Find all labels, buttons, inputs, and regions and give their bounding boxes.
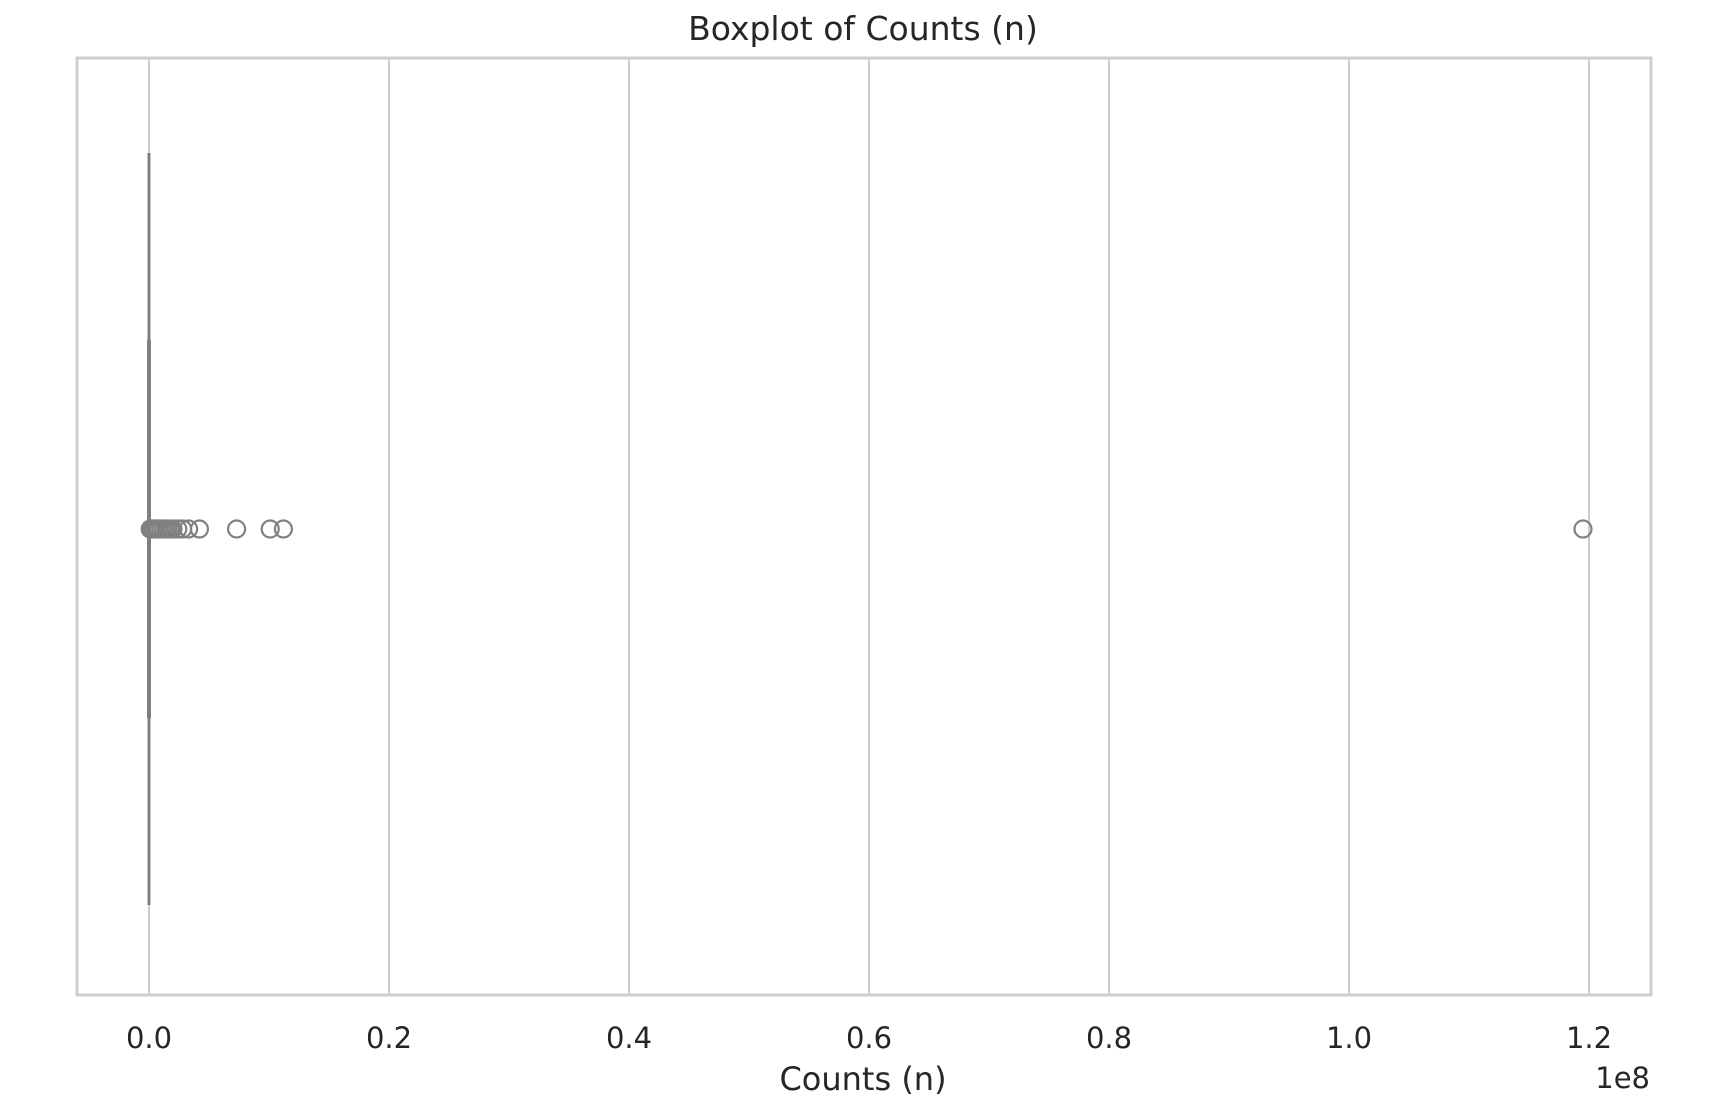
outlier-point bbox=[163, 519, 183, 539]
x-tick-label: 0.6 bbox=[846, 1021, 892, 1055]
x-axis-title: Counts (n) bbox=[779, 1060, 946, 1098]
chart-title: Boxplot of Counts (n) bbox=[688, 9, 1038, 48]
outlier-point bbox=[273, 519, 293, 539]
outlier-point bbox=[189, 519, 209, 539]
x-tick-label: 0.4 bbox=[606, 1021, 652, 1055]
x-tick-labels: 0.0 0.2 0.4 0.6 0.8 1.0 1.2 bbox=[126, 1021, 1612, 1055]
axis-offset-label: 1e8 bbox=[1595, 1061, 1650, 1095]
x-tick-label: 1.0 bbox=[1326, 1021, 1372, 1055]
x-tick-label: 0.0 bbox=[126, 1021, 172, 1055]
outlier-points bbox=[140, 519, 1593, 539]
x-tick-label: 0.8 bbox=[1086, 1021, 1132, 1055]
outlier-point bbox=[1573, 519, 1593, 539]
x-tick-label: 0.2 bbox=[366, 1021, 412, 1055]
grid-lines bbox=[148, 58, 1590, 995]
x-tick-label: 1.2 bbox=[1566, 1021, 1612, 1055]
outlier-point bbox=[168, 519, 188, 539]
outlier-point bbox=[179, 519, 199, 539]
plot-frame bbox=[75, 56, 1653, 997]
outlier-point bbox=[260, 519, 280, 539]
outlier-point bbox=[227, 519, 247, 539]
